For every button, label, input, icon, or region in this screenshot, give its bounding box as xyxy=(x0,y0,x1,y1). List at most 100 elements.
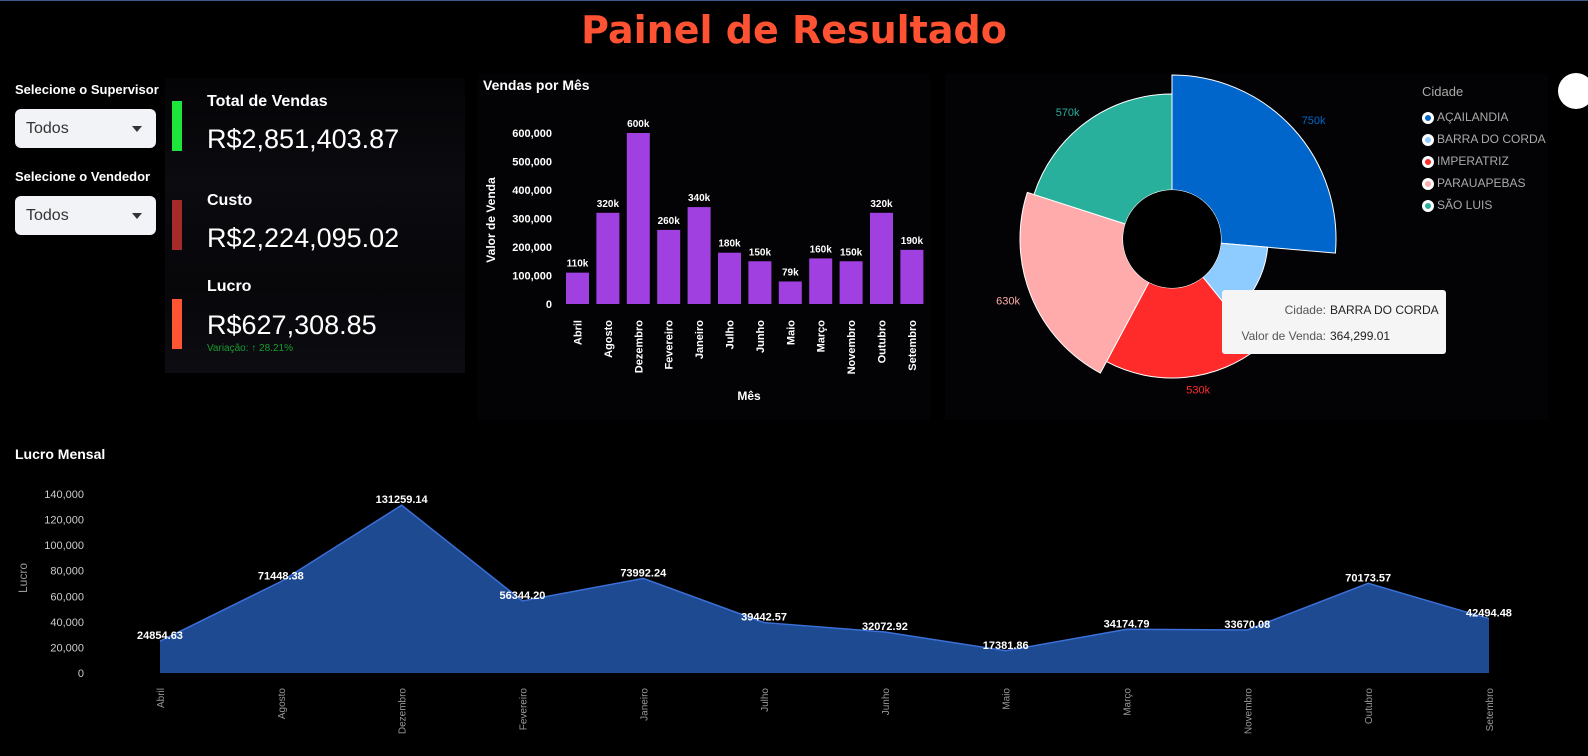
legend-item[interactable]: PARAUAPEBAS xyxy=(1422,176,1525,190)
bar-data-label: 320k xyxy=(597,199,620,210)
legend-label: IMPERATRIZ xyxy=(1437,154,1509,168)
y-tick-label: 400,000 xyxy=(512,185,552,197)
chevron-down-icon xyxy=(132,213,142,219)
area-chart: 0 20,000 40,000 60,000 80,000 100,000 120,000 1… xyxy=(16,489,1512,735)
bar-data-label: 150k xyxy=(749,247,772,258)
legend-item[interactable]: SÃO LUIS xyxy=(1422,198,1492,212)
y-tick-label: 500,000 xyxy=(512,157,552,169)
bar-mark xyxy=(748,261,772,304)
tooltip-city-key: Cidade: xyxy=(1284,303,1326,317)
bar-mark xyxy=(687,207,711,304)
bar-chart-title: Vendas por Mês xyxy=(483,77,590,93)
x-tick-label: Janeiro xyxy=(694,320,706,359)
area-data-label: 73992.24 xyxy=(620,567,667,579)
metric-color-bar xyxy=(172,299,182,349)
area-fill xyxy=(160,505,1489,673)
area-line xyxy=(159,504,1490,652)
donut-hole xyxy=(1123,190,1221,288)
bar-mark xyxy=(900,249,924,304)
supervisor-select-value: Todos xyxy=(26,120,69,137)
supervisor-label: Selecione o Supervisor xyxy=(15,82,159,97)
y-tick-label: 100,000 xyxy=(512,271,552,283)
pie-slice xyxy=(1033,93,1173,225)
x-tick-label: Julho xyxy=(760,688,771,712)
legend-item[interactable]: BARRA DO CORDA xyxy=(1422,132,1546,146)
x-tick-label: Setembro xyxy=(1485,688,1496,732)
bar-data-label: 340k xyxy=(688,193,711,204)
bar-data-label: 160k xyxy=(810,244,833,255)
area-data-label: 17381.86 xyxy=(983,640,1029,652)
x-tick-label: Agosto xyxy=(277,688,288,720)
x-tick-label: Março xyxy=(1123,688,1134,716)
vendedor-label: Selecione o Vendedor xyxy=(15,169,151,184)
area-data-label: 33670.08 xyxy=(1224,619,1270,631)
area-data-label: 32072.92 xyxy=(862,621,908,633)
x-tick-label: Dezembro xyxy=(398,688,409,735)
x-tick-label: Abril xyxy=(573,320,585,345)
x-tick-label: Janeiro xyxy=(639,688,650,721)
bar-chart: 0 100,000 200,000 300,000 400,000 500,000 600,… xyxy=(484,119,924,403)
y-tick-label: 0 xyxy=(78,668,84,680)
pie-data-label: 570k xyxy=(1056,107,1080,119)
bar-data-label: 150k xyxy=(840,247,863,258)
legend-marker-icon xyxy=(1422,112,1434,124)
tooltip-city-value: BARRA DO CORDA xyxy=(1330,303,1439,317)
y-tick-label: 100,000 xyxy=(44,540,84,552)
bar-data-label: 180k xyxy=(718,239,741,250)
bar-mark xyxy=(809,258,833,304)
x-tick-label: Dezembro xyxy=(633,320,645,373)
metric-value: R$2,224,095.02 xyxy=(207,223,400,253)
x-tick-label: Abril xyxy=(156,688,167,708)
supervisor-select[interactable]: Todos xyxy=(15,109,156,148)
y-tick-label: 80,000 xyxy=(50,566,84,578)
bar-mark xyxy=(778,281,802,304)
legend-item[interactable]: IMPERATRIZ xyxy=(1422,154,1509,168)
tooltip-value-value: 364,299.01 xyxy=(1330,329,1391,343)
x-tick-label: Julho xyxy=(725,320,737,350)
vendedor-select-value: Todos xyxy=(26,207,69,224)
y-tick-label: 200,000 xyxy=(512,242,552,254)
area-data-label: 42494.48 xyxy=(1466,608,1512,620)
x-axis-label: Mês xyxy=(737,389,761,403)
pie-data-label: 530k xyxy=(1186,384,1210,396)
area-data-label: 34174.79 xyxy=(1104,618,1150,630)
toolbar-button[interactable] xyxy=(1558,73,1588,109)
x-tick-label: Junho xyxy=(881,688,892,716)
area-data-label: 71448.38 xyxy=(258,571,304,583)
x-tick-label: Fevereiro xyxy=(518,688,529,731)
bar-data-label: 260k xyxy=(658,216,681,227)
vendedor-select[interactable]: Todos xyxy=(15,196,156,235)
x-tick-label: Junho xyxy=(755,320,767,353)
legend-marker-icon xyxy=(1422,178,1434,190)
y-tick-label: 60,000 xyxy=(50,591,84,603)
bar-mark xyxy=(566,272,589,304)
metric-value: R$627,308.85 xyxy=(207,310,377,340)
y-tick-label: 20,000 xyxy=(50,642,84,654)
y-axis-label: Lucro xyxy=(16,563,30,593)
y-tick-label: 300,000 xyxy=(512,214,552,226)
metric-label: Total de Vendas xyxy=(207,93,328,110)
x-tick-label: Novembro xyxy=(846,320,858,375)
x-tick-label: Novembro xyxy=(1243,688,1254,735)
legend-item[interactable]: AÇAILANDIA xyxy=(1422,110,1508,124)
area-data-label: 70173.57 xyxy=(1345,572,1391,584)
bar-mark xyxy=(718,252,741,304)
area-data-label: 39442.57 xyxy=(741,612,787,624)
bar-mark xyxy=(870,212,893,304)
legend-marker-icon xyxy=(1422,200,1434,212)
x-tick-label: Setembro xyxy=(907,320,919,371)
x-tick-label: Outubro xyxy=(877,320,889,364)
y-tick-label: 120,000 xyxy=(44,515,84,527)
bar-data-label: 320k xyxy=(870,199,893,210)
x-tick-label: Maio xyxy=(1002,688,1013,710)
legend-label: AÇAILANDIA xyxy=(1437,110,1509,124)
legend-label: BARRA DO CORDA xyxy=(1437,132,1546,146)
x-tick-label: Agosto xyxy=(603,320,615,358)
area-data-label: 131259.14 xyxy=(376,494,429,506)
bar-mark xyxy=(596,212,620,304)
pie-data-label: 630k xyxy=(996,295,1020,307)
bar-data-label: 79k xyxy=(782,267,799,278)
chevron-down-icon xyxy=(132,126,142,132)
metric-color-bar xyxy=(172,101,182,151)
legend-label: SÃO LUIS xyxy=(1437,198,1493,212)
